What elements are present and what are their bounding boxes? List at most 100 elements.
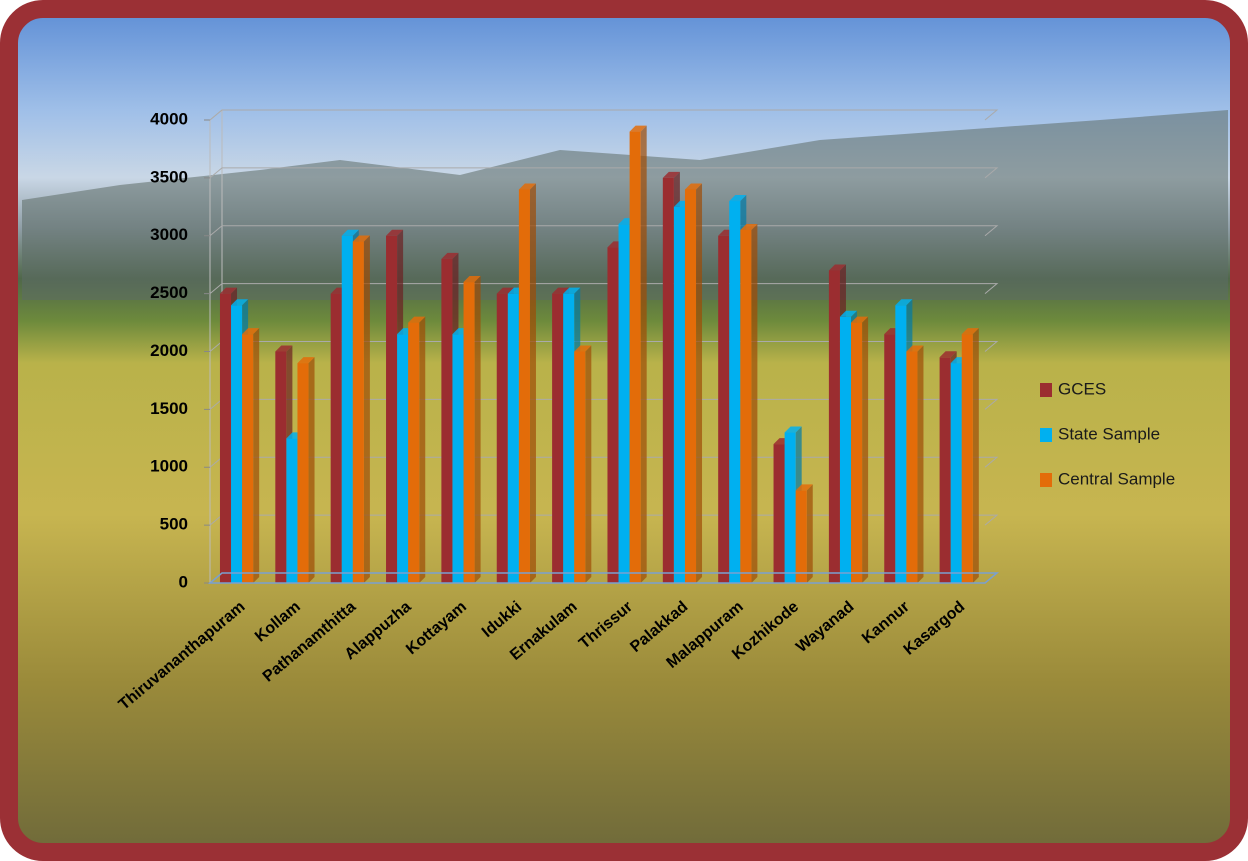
bar xyxy=(563,293,575,583)
legend-label: Central Sample xyxy=(1058,469,1175,488)
bar xyxy=(518,189,530,583)
bar xyxy=(950,363,962,583)
bar xyxy=(828,270,840,583)
bar-top xyxy=(629,125,647,132)
bar xyxy=(895,305,907,583)
bar xyxy=(441,258,453,583)
bar-top xyxy=(828,264,846,271)
bar xyxy=(386,235,398,583)
bar xyxy=(496,293,508,583)
bar xyxy=(275,351,287,583)
bar-depth xyxy=(917,345,924,583)
bar xyxy=(397,334,409,583)
bar xyxy=(219,293,232,583)
mountains xyxy=(22,110,1228,300)
bar xyxy=(618,224,630,584)
bar xyxy=(795,490,807,583)
legend-label: GCES xyxy=(1058,379,1106,398)
legend-swatch xyxy=(1040,383,1052,397)
bar-top xyxy=(729,195,747,202)
bar xyxy=(851,322,863,583)
bar xyxy=(352,241,364,583)
bar-depth xyxy=(529,183,536,583)
bar-top xyxy=(518,183,536,190)
bar xyxy=(330,293,342,583)
bar-top xyxy=(275,345,293,352)
bar-top xyxy=(961,328,979,335)
y-tick-label: 3500 xyxy=(150,167,188,186)
bar-top xyxy=(740,223,758,230)
bar xyxy=(507,293,519,583)
bar-top xyxy=(662,171,680,178)
y-tick-label: 4000 xyxy=(150,109,188,128)
y-tick-label: 1500 xyxy=(150,399,188,418)
bar xyxy=(341,235,353,583)
bar xyxy=(729,201,741,583)
bar-top xyxy=(463,276,481,283)
legend: GCES State Sample Central Sample xyxy=(1040,379,1175,488)
bar-top xyxy=(231,299,249,306)
y-tick-label: 2000 xyxy=(150,341,188,360)
bar-depth xyxy=(308,357,315,583)
bar-depth xyxy=(696,183,703,583)
bar-top xyxy=(219,287,238,294)
bar xyxy=(740,229,752,583)
bar-top xyxy=(574,345,592,352)
bar xyxy=(884,334,896,583)
bar-depth xyxy=(585,345,592,583)
bar xyxy=(408,322,420,583)
bar xyxy=(939,357,951,583)
bar xyxy=(231,305,243,583)
y-tick-label: 2500 xyxy=(150,283,188,302)
bar-top xyxy=(784,426,802,433)
bar-top xyxy=(795,484,813,491)
bar-top xyxy=(352,235,370,242)
bar-top xyxy=(242,328,260,335)
bar-depth xyxy=(751,223,758,583)
legend-swatch xyxy=(1040,428,1052,442)
bar-top xyxy=(441,252,459,259)
grid-line xyxy=(209,225,999,237)
bar xyxy=(552,293,564,583)
bar xyxy=(684,189,697,583)
bar xyxy=(961,334,973,583)
bar-top xyxy=(297,357,315,364)
bar-top xyxy=(939,351,957,358)
bar xyxy=(662,177,674,583)
bar xyxy=(784,432,796,583)
bar xyxy=(773,444,785,583)
bar xyxy=(574,351,586,583)
bar-top xyxy=(552,287,570,294)
bar-depth xyxy=(862,316,869,583)
legend-label: State Sample xyxy=(1058,424,1160,443)
grid-line xyxy=(209,109,999,121)
bar-top xyxy=(496,287,514,294)
bar-top xyxy=(563,287,581,294)
bar-top xyxy=(895,299,913,306)
bar xyxy=(906,351,918,583)
bar-top xyxy=(408,316,426,323)
bar-top xyxy=(906,345,924,352)
bar-top xyxy=(684,183,703,190)
y-tick-label: 1000 xyxy=(150,457,188,476)
bar-top xyxy=(851,316,869,323)
grid-line xyxy=(209,167,999,179)
y-tick-label: 500 xyxy=(160,515,188,534)
bar xyxy=(286,438,298,583)
bar-depth xyxy=(640,125,647,583)
bar-depth xyxy=(806,484,813,583)
bar-depth xyxy=(419,316,426,583)
bar xyxy=(463,282,475,583)
bar-top xyxy=(341,229,359,236)
legend-swatch xyxy=(1040,473,1052,487)
bar xyxy=(629,131,641,583)
bar xyxy=(673,206,685,583)
bar xyxy=(607,247,619,583)
bar-depth xyxy=(972,328,979,583)
bar-depth xyxy=(363,235,370,583)
bar-top xyxy=(839,310,858,317)
bar xyxy=(839,316,852,583)
bar xyxy=(297,363,309,583)
bar xyxy=(718,235,730,583)
